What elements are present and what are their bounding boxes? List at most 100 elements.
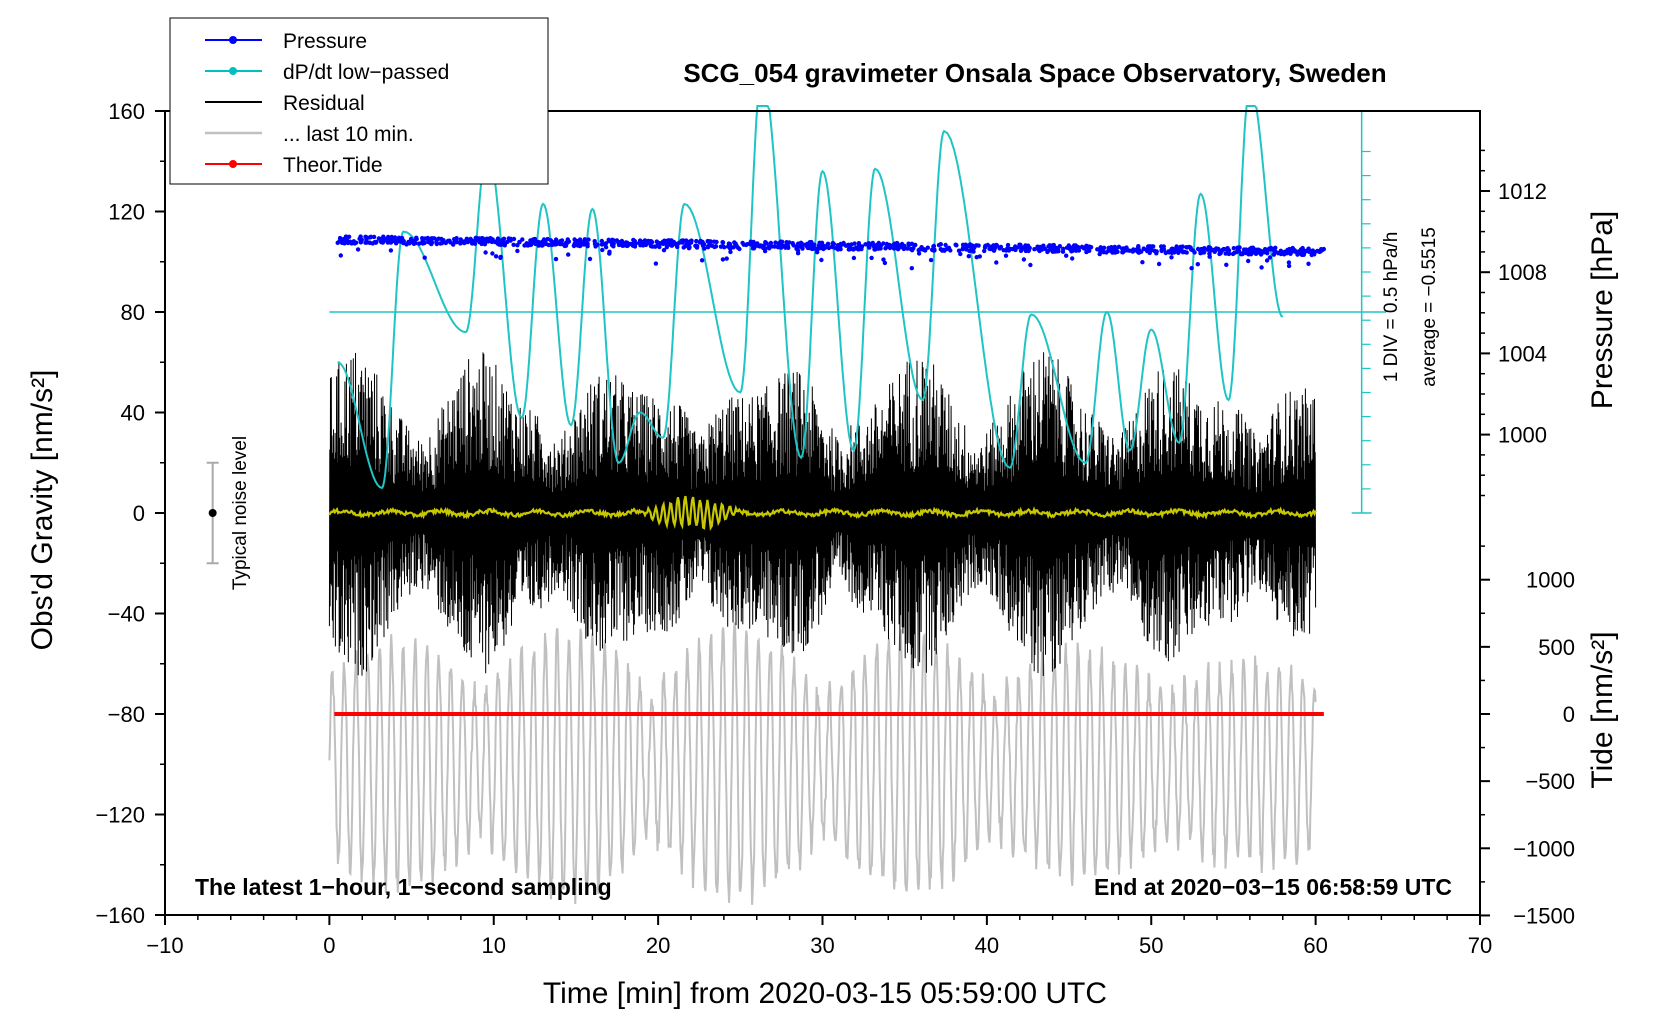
pressure-point [633,241,638,246]
pressure-point [511,242,516,247]
pressure-point [1013,247,1018,253]
pressure-point [857,242,862,248]
pressure-point [363,235,369,240]
pressure-point [1131,247,1136,252]
legend-label: ... last 10 min. [283,123,414,146]
pressure-point [875,243,881,248]
pressure-point [420,239,426,244]
chart-title: SCG_054 gravimeter Onsala Space Observat… [683,58,1386,88]
pressure-point [1154,249,1159,254]
tide-tick-label: −1500 [1513,903,1575,928]
noise-level-dot [208,509,217,517]
pressure-point [653,244,658,249]
pressure-point [1028,262,1033,268]
pressure-point [401,238,406,244]
pressure-point [586,237,591,242]
legend-label: Theor.Tide [283,154,383,177]
pressure-point [1098,245,1103,250]
pressure-point [619,238,625,244]
pressure-point [385,240,391,245]
pressure-point [1156,261,1162,267]
pressure-point [430,236,435,241]
pressure-point [665,242,670,247]
pressure-point [1249,245,1254,251]
pressure-point [441,238,446,243]
last-10-min-series [328,622,1317,905]
pressure-point [921,247,927,252]
pressure-point [452,239,457,244]
pressure-point [725,244,731,249]
pressure-point [795,248,801,253]
dpdt-series [329,105,1387,514]
pressure-point [1219,248,1225,254]
pressure-point [1259,265,1264,270]
pressure-point [338,253,343,258]
pressure-point [778,239,783,244]
pressure-point [1106,248,1111,254]
pressure-point [477,240,482,245]
legend: Pressure dP/dt low−passed Residual ... last… [169,17,549,185]
pressure-point [662,238,667,243]
average-label: average = −0.5515 [1419,227,1440,387]
pressure-point [1047,243,1052,248]
pressure-point [706,239,711,244]
pressure-point [1083,244,1089,249]
pressure-point [1127,248,1132,253]
pressure-point [909,247,915,252]
pressure-point [611,244,616,249]
pressure-point [373,240,378,245]
pressure-point [500,239,506,244]
pressure-point [977,254,982,259]
pressure-point [1136,244,1141,249]
pressure-point [821,243,826,248]
pressure-point [606,238,612,244]
pressure-point [830,244,835,249]
legend-marker [229,160,237,168]
pressure-point [815,250,820,255]
sampling-note: The latest 1−hour, 1−second sampling [195,874,612,900]
y-tick-label: 40 [121,401,145,426]
pressure-point [599,238,604,244]
pressure-point [1264,258,1270,263]
x-tick-label: 70 [1468,933,1492,958]
pressure-point [1050,249,1056,254]
pressure-point [764,241,769,246]
pressure-point [1060,249,1066,254]
pressure-point [868,242,873,248]
pressure-point [705,244,711,249]
pressure-point [720,257,726,262]
pressure-point [884,241,889,247]
residual-series [328,352,1317,677]
legend-label: Pressure [283,30,367,53]
pressure-point [533,238,538,244]
pressure-point [520,237,525,242]
pressure-point [549,242,555,248]
pressure-point [747,241,753,246]
tick-labels: −10 0 10 20 30 40 50 60 70 160 120 80 40 0 −40 −80 −120 −… [95,99,1575,958]
pressure-point [699,258,705,263]
pressure-point [1161,247,1167,252]
pressure-point [741,242,746,247]
pressure-point [592,239,597,244]
pressure-point [1306,261,1311,266]
pressure-point [712,244,717,250]
pressure-point [1195,262,1201,267]
x-tick-label: 40 [975,933,999,958]
pressure-point [341,237,346,242]
pressure-point [494,239,499,244]
pressure-point [358,234,363,239]
pressure-point [1267,255,1273,260]
y-tick-label: −160 [95,903,145,928]
x-tick-label: −10 [146,933,183,958]
pressure-point [863,242,868,247]
pressure-point [408,239,413,244]
pressure-point [585,244,590,249]
pressure-point [653,261,659,266]
pressure-point [811,246,817,251]
pressure-point [1224,262,1229,267]
pressure-point [559,238,565,243]
pressure-point [669,240,674,245]
y-axis-label-left: Obs'd Gravity [nm/s²] [26,370,59,651]
pressure-point [1140,260,1145,265]
axes-frame [155,110,1490,925]
